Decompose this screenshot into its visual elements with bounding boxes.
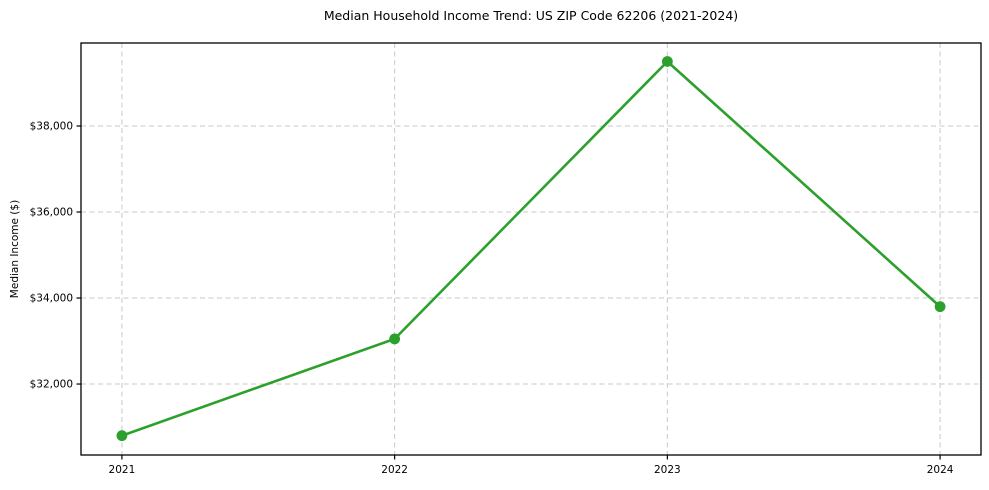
- data-point: [934, 301, 946, 313]
- plot-border: [80, 42, 982, 456]
- y-tick-label: $32,000: [30, 379, 73, 391]
- x-tick-label: 2022: [381, 464, 408, 476]
- x-tick-label: 2021: [109, 464, 136, 476]
- y-tick-label: $34,000: [30, 293, 73, 305]
- x-tick-label: 2023: [654, 464, 681, 476]
- y-tick-label: $38,000: [30, 121, 73, 133]
- chart-title: Median Household Income Trend: US ZIP Co…: [323, 8, 739, 23]
- trend-line: [120, 60, 942, 437]
- data-point: [389, 333, 401, 345]
- data-point: [116, 430, 128, 442]
- y-tick-label: $36,000: [30, 207, 73, 219]
- data-point: [661, 56, 673, 67]
- x-tick-label: 2024: [927, 464, 954, 476]
